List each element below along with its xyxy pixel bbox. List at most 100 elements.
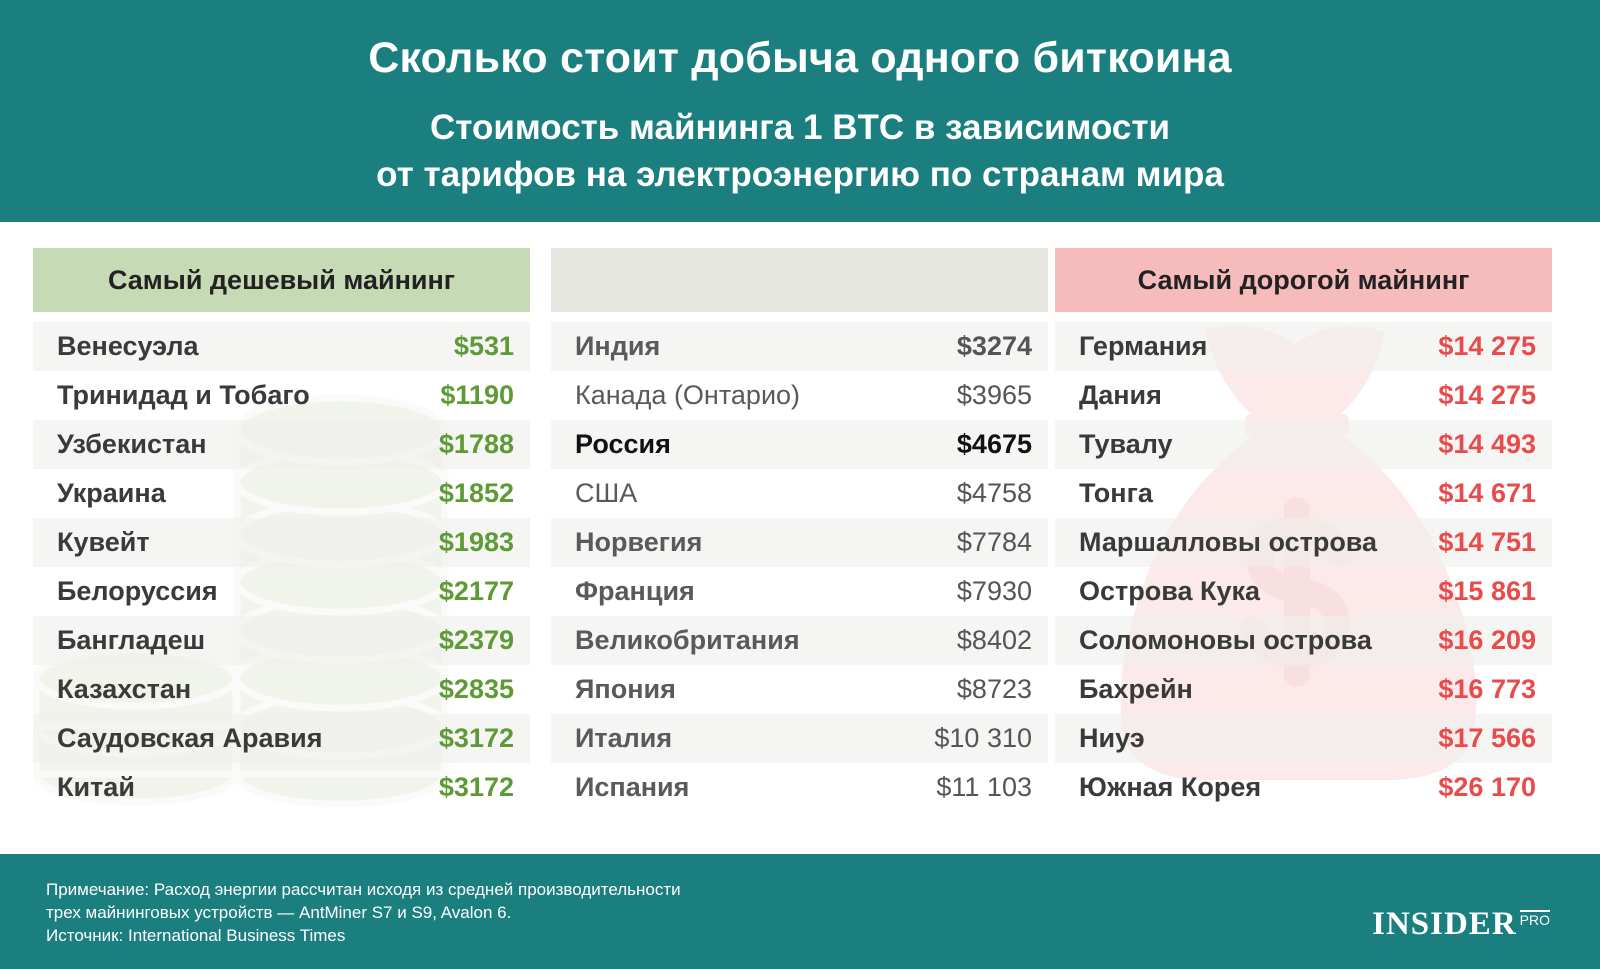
table-row: Южная Корея $26 170 [1055,763,1552,812]
table-row: Бахрейн $16 773 [1055,665,1552,714]
country-name: Германия [1079,331,1208,361]
cheap-list: Венесуэла $531 Тринидад и Тобаго $1190 Узб… [33,322,530,812]
mining-cost: $26 170 [1438,772,1536,802]
country-name: Норвегия [575,527,703,557]
country-name: Ниуэ [1079,723,1145,753]
mining-cost: $10 310 [934,723,1032,753]
country-name: Дания [1079,380,1162,410]
country-name: США [575,478,638,508]
country-name: Тринидад и Тобаго [57,380,310,410]
country-name: Великобритания [575,625,800,655]
cheap-column-heading: Самый дешевый майнинг [33,248,530,312]
table-row: Маршалловы острова $14 751 [1055,518,1552,567]
table-row: Кувейт $1983 [33,518,530,567]
mining-cost: $14 751 [1438,527,1536,557]
mining-cost: $8723 [956,674,1032,704]
table-row: Великобритания $8402 [551,616,1048,665]
table-row: Франция $7930 [551,567,1048,616]
table-row: Украина $1852 [33,469,530,518]
table-row: Индия $3274 [551,322,1048,371]
middle-column-heading [551,248,1048,312]
logo-pro-text: PRO [1519,910,1550,928]
table-row: Япония $8723 [551,665,1048,714]
table-row-russia: Россия $4675 [551,420,1048,469]
mining-cost: $2379 [438,625,514,655]
mining-cost: $2835 [438,674,514,704]
table-row: Острова Кука $15 861 [1055,567,1552,616]
table-row: Канада (Онтарио) $3965 [551,371,1048,420]
mining-cost: $4758 [956,478,1032,508]
country-name: Бахрейн [1079,674,1193,704]
mining-cost: $8402 [956,625,1032,655]
country-name: Испания [575,772,690,802]
table-row: Тувалу $14 493 [1055,420,1552,469]
insider-pro-logo: INSIDER PRO [1372,906,1550,943]
page-subtitle: Стоимость майнинга 1 BTC в зависимости о… [0,104,1600,198]
country-name: Китай [57,772,135,802]
expensive-column: Самый дорогой майнинг Германия $14 275 Да… [1055,248,1552,812]
mining-cost: $1983 [438,527,514,557]
table-row: Испания $11 103 [551,763,1048,812]
country-name: Маршалловы острова [1079,527,1378,557]
mining-cost: $1852 [438,478,514,508]
country-name: Япония [575,674,676,704]
table-row: Венесуэла $531 [33,322,530,371]
subtitle-line-1: Стоимость майнинга 1 BTC в зависимости [430,108,1170,147]
mining-cost: $3172 [438,723,514,753]
table-row: США $4758 [551,469,1048,518]
footer-note: Примечание: Расход энергии рассчитан исх… [46,878,681,947]
mining-cost: $11 103 [936,772,1032,802]
mining-cost: $3965 [956,380,1032,410]
mining-cost: $3274 [956,331,1032,361]
mining-cost: $3172 [438,772,514,802]
note-line-2: трех майнинговых устройств — AntMiner S7… [46,903,512,922]
country-name: Россия [575,429,671,459]
footer-banner: Примечание: Расход энергии рассчитан исх… [0,854,1600,969]
mining-cost: $1190 [440,380,514,410]
table-row: Ниуэ $17 566 [1055,714,1552,763]
table-row: Казахстан $2835 [33,665,530,714]
table-row: Норвегия $7784 [551,518,1048,567]
page-title: Сколько стоит добыча одного биткоина [368,34,1232,82]
source-line: Источник: International Business Times [46,926,346,945]
cheap-column: Самый дешевый майнинг Венесуэла $531 [33,248,530,812]
mining-cost: $14 275 [1438,380,1536,410]
mining-cost: $14 671 [1438,478,1536,508]
mining-cost: $14 493 [1438,429,1536,459]
table-row: Китай $3172 [33,763,530,812]
country-name: Украина [57,478,166,508]
country-name: Франция [575,576,695,606]
table-row: Саудовская Аравия $3172 [33,714,530,763]
country-name: Казахстан [57,674,192,704]
table-row: Дания $14 275 [1055,371,1552,420]
middle-list: Индия $3274 Канада (Онтарио) $3965 Россия $… [551,322,1048,812]
country-name: Саудовская Аравия [57,723,323,753]
mining-cost: $531 [453,331,514,361]
country-name: Бангладеш [57,625,206,655]
table-row: Тринидад и Тобаго $1190 [33,371,530,420]
country-name: Кувейт [57,527,150,557]
expensive-column-heading: Самый дорогой майнинг [1055,248,1552,312]
mining-cost: $17 566 [1438,723,1536,753]
mining-cost: $7784 [956,527,1032,557]
expensive-list: Германия $14 275 Дания $14 275 Тувалу $14 4… [1055,322,1552,812]
country-name: Белоруссия [57,576,218,606]
country-name: Венесуэла [57,331,199,361]
country-name: Южная Корея [1079,772,1262,802]
mining-cost: $7930 [956,576,1032,606]
table-row: Белоруссия $2177 [33,567,530,616]
country-name: Узбекистан [57,429,207,459]
table-row: Германия $14 275 [1055,322,1552,371]
mining-cost: $4675 [956,429,1032,459]
table-row: Тонга $14 671 [1055,469,1552,518]
mining-cost: $15 861 [1438,576,1536,606]
mining-cost: $14 275 [1438,331,1536,361]
mining-cost: $16 773 [1438,674,1536,704]
table-row: Италия $10 310 [551,714,1048,763]
country-name: Канада (Онтарио) [575,380,801,410]
country-name: Острова Кука [1079,576,1261,606]
subtitle-line-2: от тарифов на электроэнергию по странам … [376,155,1224,194]
table-row: Узбекистан $1788 [33,420,530,469]
mining-cost: $2177 [438,576,514,606]
country-name: Индия [575,331,661,361]
